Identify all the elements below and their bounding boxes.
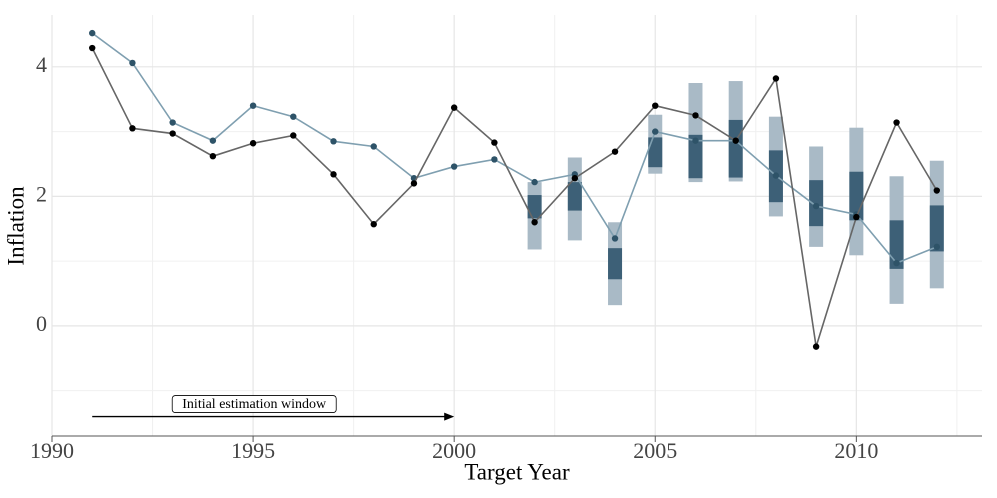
point xyxy=(611,148,619,155)
point xyxy=(89,29,96,37)
inner-interval xyxy=(889,220,904,269)
point xyxy=(169,130,176,137)
annotation-text: Initial estimation window xyxy=(182,397,327,412)
inner-interval xyxy=(688,134,703,179)
x-tick-label: 2005 xyxy=(633,438,677,463)
point xyxy=(531,219,538,226)
point xyxy=(129,59,136,67)
point xyxy=(89,44,96,52)
point xyxy=(772,172,780,179)
point xyxy=(370,221,377,228)
point xyxy=(290,132,297,139)
x-tick-label: 1990 xyxy=(30,438,74,463)
point xyxy=(249,102,257,109)
point xyxy=(893,119,900,126)
x-tick-label: 2010 xyxy=(834,438,878,463)
point xyxy=(169,119,176,126)
point xyxy=(330,171,337,178)
y-tick-label: 4 xyxy=(36,52,47,77)
point xyxy=(652,128,659,135)
point xyxy=(249,140,257,147)
series-line xyxy=(91,32,938,265)
point xyxy=(209,152,217,160)
point xyxy=(652,102,659,109)
point xyxy=(290,113,297,120)
point xyxy=(370,143,377,150)
point xyxy=(893,259,900,267)
y-tick-label: 2 xyxy=(36,181,47,206)
point xyxy=(410,180,418,187)
annotation-box xyxy=(171,395,337,413)
inner-interval xyxy=(567,182,582,211)
point xyxy=(812,202,820,210)
point xyxy=(772,75,780,82)
inner-interval xyxy=(728,119,743,178)
point xyxy=(209,137,217,144)
inner-interval xyxy=(929,205,944,252)
point xyxy=(692,112,699,119)
point xyxy=(491,156,498,163)
arrow-head xyxy=(444,412,455,421)
point xyxy=(933,187,940,194)
point xyxy=(571,175,579,182)
point xyxy=(933,243,940,251)
point xyxy=(450,163,458,170)
y-axis-title: Inflation xyxy=(3,186,28,266)
point xyxy=(732,137,739,144)
point xyxy=(531,178,538,186)
point xyxy=(129,125,136,132)
inner-interval xyxy=(648,137,663,168)
x-tick-label: 1995 xyxy=(231,438,275,463)
inner-interval xyxy=(608,248,623,280)
point xyxy=(330,138,337,145)
inner-interval xyxy=(527,195,542,219)
point xyxy=(853,213,860,221)
point xyxy=(812,343,820,350)
x-axis-title: Target Year xyxy=(464,459,570,484)
y-tick-label: 0 xyxy=(36,311,47,336)
series-line xyxy=(91,47,938,347)
point xyxy=(450,104,458,111)
point xyxy=(611,235,619,242)
point xyxy=(692,137,699,144)
point xyxy=(491,139,498,146)
x-tick-label: 2000 xyxy=(432,438,476,463)
